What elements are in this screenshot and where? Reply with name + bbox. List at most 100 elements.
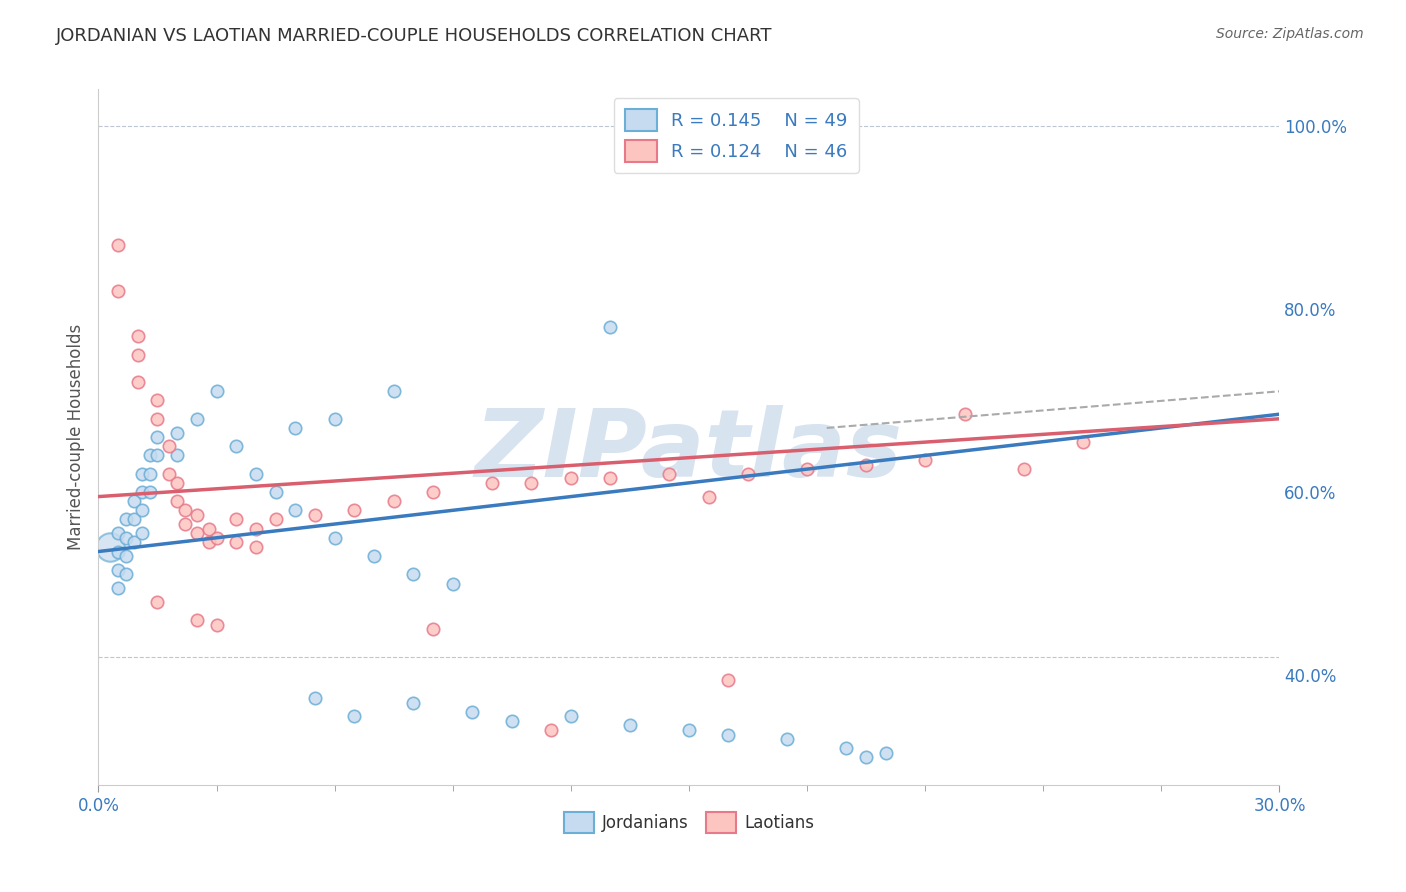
Point	[343, 709, 366, 723]
Point	[186, 508, 208, 522]
Point	[441, 576, 464, 591]
Point	[174, 503, 197, 517]
Point	[245, 522, 267, 536]
Point	[166, 449, 188, 463]
Point	[855, 750, 877, 764]
Legend: Jordanians, Laotians: Jordanians, Laotians	[557, 805, 821, 839]
Point	[678, 723, 700, 737]
Point	[138, 449, 160, 463]
Point	[146, 393, 169, 408]
Point	[914, 453, 936, 467]
Point	[166, 425, 188, 440]
Y-axis label: Married-couple Households: Married-couple Households	[66, 324, 84, 550]
Point	[225, 535, 247, 549]
Point	[501, 714, 523, 728]
Point	[205, 531, 228, 545]
Point	[540, 723, 562, 737]
Point	[481, 475, 503, 490]
Point	[658, 467, 681, 481]
Point	[382, 384, 405, 399]
Point	[776, 732, 799, 747]
Point	[127, 329, 149, 343]
Point	[304, 691, 326, 706]
Point	[323, 531, 346, 545]
Point	[146, 595, 169, 609]
Point	[115, 549, 138, 563]
Point	[131, 526, 153, 541]
Point	[138, 485, 160, 500]
Point	[284, 421, 307, 435]
Point	[264, 512, 287, 526]
Text: Source: ZipAtlas.com: Source: ZipAtlas.com	[1216, 27, 1364, 41]
Point	[520, 475, 543, 490]
Point	[127, 375, 149, 389]
Point	[1071, 434, 1094, 449]
Point	[264, 485, 287, 500]
Point	[205, 384, 228, 399]
Point	[131, 503, 153, 517]
Point	[122, 494, 145, 508]
Point	[166, 475, 188, 490]
Point	[323, 411, 346, 425]
Point	[875, 746, 897, 760]
Point	[855, 458, 877, 472]
Text: JORDANIAN VS LAOTIAN MARRIED-COUPLE HOUSEHOLDS CORRELATION CHART: JORDANIAN VS LAOTIAN MARRIED-COUPLE HOUS…	[56, 27, 773, 45]
Point	[560, 709, 582, 723]
Point	[225, 439, 247, 453]
Point	[304, 508, 326, 522]
Point	[107, 284, 129, 298]
Point	[146, 449, 169, 463]
Point	[131, 485, 153, 500]
Point	[560, 471, 582, 485]
Point	[717, 728, 740, 742]
Point	[115, 567, 138, 582]
Point	[157, 439, 180, 453]
Point	[122, 535, 145, 549]
Point	[461, 705, 484, 719]
Point	[697, 490, 720, 504]
Point	[205, 617, 228, 632]
Point	[717, 673, 740, 687]
Point	[599, 471, 621, 485]
Point	[835, 741, 858, 756]
Point	[122, 512, 145, 526]
Point	[363, 549, 385, 563]
Point	[115, 531, 138, 545]
Point	[422, 623, 444, 637]
Point	[402, 696, 425, 710]
Point	[343, 503, 366, 517]
Point	[138, 467, 160, 481]
Point	[245, 540, 267, 554]
Point	[174, 516, 197, 531]
Point	[197, 522, 219, 536]
Point	[422, 485, 444, 500]
Point	[796, 462, 818, 476]
Point	[107, 526, 129, 541]
Point	[98, 540, 121, 554]
Point	[107, 544, 129, 558]
Point	[186, 613, 208, 627]
Point	[245, 467, 267, 481]
Point	[107, 581, 129, 595]
Point	[166, 494, 188, 508]
Point	[146, 411, 169, 425]
Point	[131, 467, 153, 481]
Point	[107, 563, 129, 577]
Point	[146, 430, 169, 444]
Point	[186, 526, 208, 541]
Point	[1012, 462, 1035, 476]
Point	[619, 718, 641, 732]
Point	[225, 512, 247, 526]
Point	[107, 237, 129, 252]
Point	[953, 407, 976, 421]
Point	[599, 320, 621, 334]
Point	[382, 494, 405, 508]
Point	[157, 467, 180, 481]
Point	[197, 535, 219, 549]
Text: ZIPatlas: ZIPatlas	[475, 405, 903, 497]
Point	[402, 567, 425, 582]
Point	[737, 467, 759, 481]
Point	[284, 503, 307, 517]
Point	[186, 411, 208, 425]
Point	[127, 348, 149, 362]
